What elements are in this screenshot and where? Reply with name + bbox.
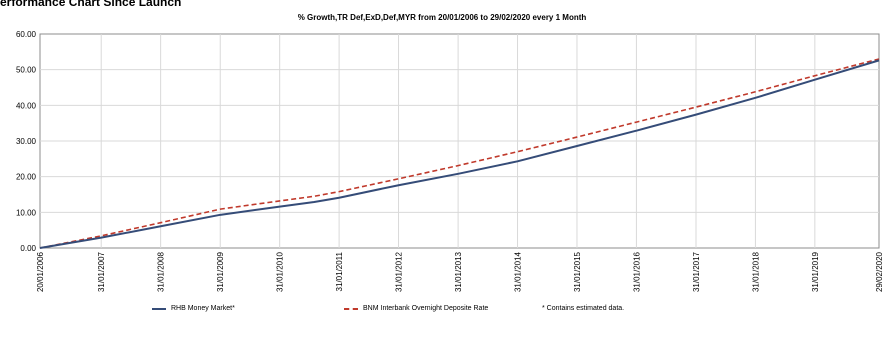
y-axis-ticks: 0.00 10.00 20.00 30.00 40.00 50.00 60.00 bbox=[16, 30, 37, 253]
y-tick-label: 20.00 bbox=[16, 173, 37, 182]
x-tick-label: 31/01/2011 bbox=[335, 251, 344, 291]
x-tick-label: 31/01/2009 bbox=[216, 251, 225, 292]
y-tick-label: 40.00 bbox=[16, 101, 37, 110]
estimated-data-note: * Contains estimated data. bbox=[542, 305, 625, 312]
series-line-bnm-overnight-rate bbox=[39, 58, 880, 249]
series-lines bbox=[39, 58, 880, 249]
x-tick-label: 31/01/2010 bbox=[276, 251, 285, 292]
legend-item-rhb-money-market: RHB Money Market* bbox=[152, 305, 235, 312]
x-tick-label: 31/01/2013 bbox=[454, 251, 463, 292]
x-tick-label: 20/01/2006 bbox=[36, 251, 45, 292]
page-title: erformance Chart Since Launch bbox=[0, 0, 182, 9]
legend-label: RHB Money Market* bbox=[171, 305, 235, 312]
x-tick-label: 31/01/2016 bbox=[632, 251, 641, 292]
legend-label: BNM Interbank Overnight Deposite Rate bbox=[363, 305, 489, 312]
legend-dashed-line-icon bbox=[344, 307, 358, 310]
x-tick-label: 31/01/2014 bbox=[514, 251, 523, 292]
x-tick-label: 31/01/2007 bbox=[97, 251, 106, 292]
y-tick-label: 50.00 bbox=[16, 66, 37, 75]
legend-item-bnm-overnight-rate: BNM Interbank Overnight Deposite Rate bbox=[344, 305, 488, 312]
x-tick-label: 31/01/2018 bbox=[751, 251, 760, 292]
y-gridlines bbox=[40, 69, 879, 213]
x-tick-label: 31/01/2019 bbox=[811, 251, 820, 292]
legend-solid-line-icon bbox=[152, 307, 166, 310]
chart-title: % Growth,TR Def,ExD,Def,MYR from 20/01/2… bbox=[297, 13, 587, 22]
legend: RHB Money Market* BNM Interbank Overnigh… bbox=[0, 305, 884, 319]
x-tick-label: 31/01/2015 bbox=[573, 251, 582, 292]
x-axis-ticks: 20/01/2006 31/01/2007 31/01/2008 31/01/2009… bbox=[36, 251, 884, 292]
series-line-rhb-money-market bbox=[39, 59, 880, 249]
y-tick-label: 0.00 bbox=[20, 244, 36, 253]
y-tick-label: 10.00 bbox=[16, 208, 37, 217]
x-tick-label: 31/01/2017 bbox=[692, 251, 701, 292]
x-tick-label: 31/01/2012 bbox=[395, 251, 404, 292]
y-tick-label: 60.00 bbox=[16, 30, 37, 39]
x-tick-label: 29/02/2020 bbox=[875, 251, 884, 292]
y-tick-label: 30.00 bbox=[16, 137, 37, 146]
x-tick-label: 31/01/2008 bbox=[157, 251, 166, 292]
x-gridlines bbox=[100, 34, 816, 248]
